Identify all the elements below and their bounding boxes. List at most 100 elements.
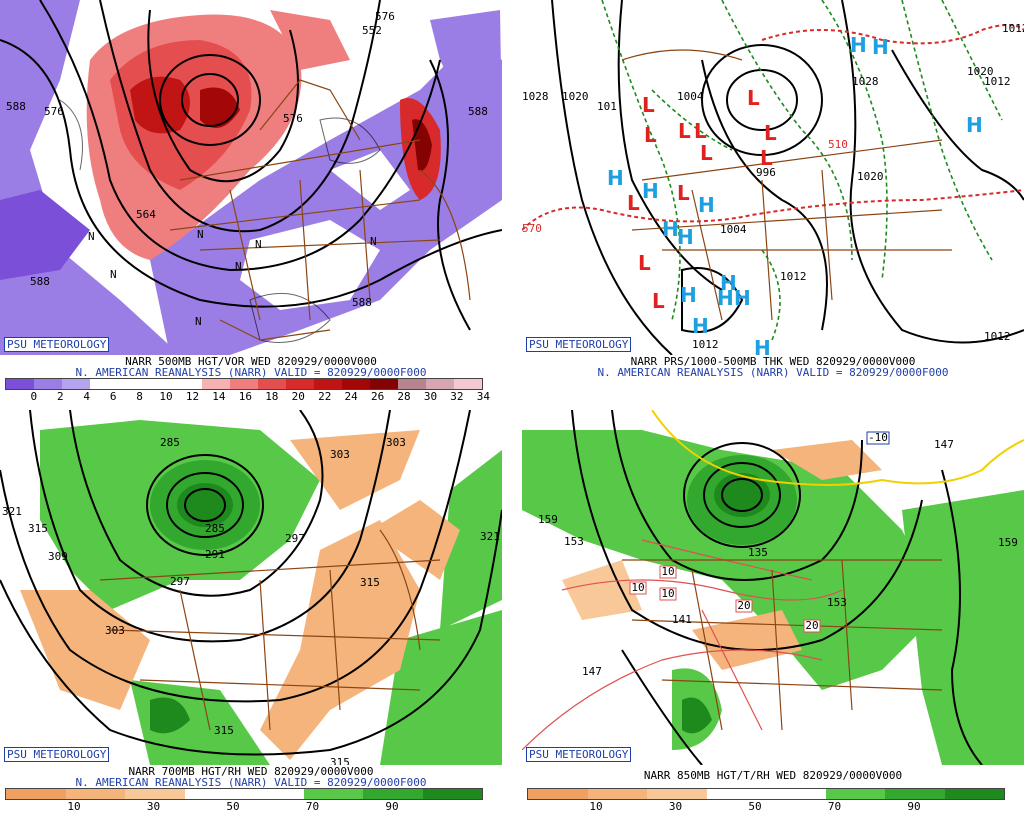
colorbar-tick-label: 50 bbox=[226, 800, 240, 813]
contour-label: 135 bbox=[748, 546, 768, 559]
humidity-dry-region bbox=[290, 430, 420, 510]
colorbar-swatch bbox=[230, 379, 258, 389]
marker-n: N bbox=[255, 238, 262, 251]
contour-label: 315 bbox=[360, 576, 380, 589]
colorbar-swatch bbox=[647, 789, 707, 799]
colorbar-swatch bbox=[398, 379, 426, 389]
colorbar-tick-label: 6 bbox=[109, 390, 117, 403]
low-pressure-marker: L bbox=[638, 251, 651, 275]
temperature-label: 20 bbox=[737, 599, 750, 612]
colorbar-tick-label: 30 bbox=[423, 390, 438, 403]
temperature-label: 10 bbox=[661, 587, 674, 600]
colorbar-tick-label: 22 bbox=[318, 390, 332, 403]
contour-label: 297 bbox=[285, 532, 305, 545]
colorbar-swatch bbox=[944, 789, 1004, 799]
psu-meteorology-badge: PSU METEOROLOGY bbox=[526, 747, 632, 762]
marker-n: N bbox=[88, 230, 95, 243]
contour-label: 291 bbox=[205, 548, 225, 561]
isobar-label: 1012 bbox=[1002, 22, 1024, 35]
isobar-label: 1012 bbox=[984, 330, 1011, 343]
temperature-label: 20 bbox=[805, 619, 818, 632]
isobar-label: 1028 bbox=[522, 90, 549, 103]
colorbar-tick-label: 0 bbox=[30, 390, 38, 403]
colorbar-tick-label: 14 bbox=[212, 390, 226, 403]
contour-label: 564 bbox=[136, 208, 156, 221]
contour-label: 315 bbox=[28, 522, 48, 535]
contour-label: 588 bbox=[468, 105, 488, 118]
contour-label: 303 bbox=[386, 436, 406, 449]
colorbar-tick-label: 70 bbox=[827, 800, 842, 813]
isobar-label: 1012 bbox=[780, 270, 807, 283]
contour-label: 309 bbox=[48, 550, 68, 563]
high-pressure-marker: H bbox=[642, 179, 659, 203]
map-700mb: 285 303 297 321 315 309 285 291 297 303 … bbox=[0, 410, 502, 765]
high-pressure-marker: H bbox=[698, 193, 715, 217]
high-pressure-marker: H bbox=[677, 225, 694, 249]
colorbar-swatch bbox=[766, 789, 826, 799]
colorbar-tick-label: 90 bbox=[907, 800, 921, 813]
colorbar-swatch bbox=[426, 379, 454, 389]
high-pressure-marker: H bbox=[662, 217, 679, 241]
colorbar-swatch bbox=[454, 379, 482, 389]
contour-label: 576 bbox=[283, 112, 303, 125]
contour-label: 153 bbox=[827, 596, 847, 609]
colorbar-swatch bbox=[825, 789, 885, 799]
panel-subtitle: N. AMERICAN REANALYSIS (NARR) VALID = 82… bbox=[75, 776, 427, 789]
contour-label: 303 bbox=[330, 448, 350, 461]
contour-label: 315 bbox=[214, 724, 234, 737]
isobar-label: 1020 bbox=[967, 65, 994, 78]
map-850mb: -10 10 10 10 20 20 159 153 135 141 147 1… bbox=[522, 410, 1024, 765]
colorbar-tick-label: 24 bbox=[344, 390, 358, 403]
panel-title: NARR PRS/1000-500MB THK WED 820929/0000V… bbox=[630, 355, 916, 368]
colorbar-tick-label: 30 bbox=[668, 800, 683, 813]
low-pressure-marker: L bbox=[760, 146, 773, 170]
temperature-label: 10 bbox=[631, 581, 644, 594]
isobar-label: 101 bbox=[597, 100, 617, 113]
colorbar-tick-label: 10 bbox=[589, 800, 603, 813]
low-pressure-marker: L bbox=[644, 123, 657, 147]
colorbar-swatch bbox=[34, 379, 62, 389]
colorbar-swatch bbox=[90, 379, 118, 389]
colorbar-swatch bbox=[118, 379, 146, 389]
panel-subtitle: N. AMERICAN REANALYSIS (NARR) VALID = 82… bbox=[75, 366, 427, 379]
contour-label: 285 bbox=[160, 436, 180, 449]
contour-label: 141 bbox=[672, 613, 692, 626]
colorbar-swatch bbox=[706, 789, 766, 799]
isobar-label: 1012 bbox=[984, 75, 1011, 88]
low-pressure-marker: L bbox=[627, 191, 640, 215]
low-pressure-marker: L bbox=[678, 119, 691, 143]
colorbar-tick-label: 12 bbox=[185, 390, 200, 403]
colorbar-swatch bbox=[422, 789, 482, 799]
contour-label: 576 bbox=[44, 105, 64, 118]
colorbar-swatch bbox=[528, 789, 588, 799]
contour-label: 576 bbox=[375, 10, 395, 23]
colorbar-swatch bbox=[146, 379, 174, 389]
thickness-label: 570 bbox=[522, 222, 542, 235]
colorbar-tick-label: 70 bbox=[305, 800, 320, 813]
colorbar-swatch bbox=[303, 789, 363, 799]
high-pressure-marker: H bbox=[720, 271, 737, 295]
isobar-label: 1004 bbox=[720, 223, 747, 236]
colorbar-swatch bbox=[6, 789, 66, 799]
marker-n: N bbox=[235, 260, 242, 273]
panel-pressure-thickness: L L L L L L L L L L L L H H H H H H H bbox=[522, 0, 1024, 409]
isobar-label: 1012 bbox=[692, 338, 719, 351]
low-pressure-marker: L bbox=[764, 121, 777, 145]
marker-n: N bbox=[197, 228, 204, 241]
panel-title: NARR 700MB HGT/RH WED 820929/0000V000 bbox=[128, 765, 374, 778]
contour-label: 315 bbox=[330, 756, 350, 765]
colorbar-tick-label: 8 bbox=[136, 390, 143, 403]
marker-n: N bbox=[370, 235, 377, 248]
high-pressure-marker: H bbox=[754, 336, 771, 355]
colorbar-tick-label: 32 bbox=[450, 390, 464, 403]
temperature-label: 10 bbox=[661, 565, 674, 578]
contour-label: 153 bbox=[564, 535, 584, 548]
contour-label: 303 bbox=[105, 624, 125, 637]
colorbar-tick-label: 2 bbox=[56, 390, 64, 403]
vorticity-colorbar bbox=[5, 378, 483, 390]
marker-n: N bbox=[110, 268, 117, 281]
map-pressure: L L L L L L L L L L L L H H H H H H H bbox=[522, 0, 1024, 355]
panel-subtitle: N. AMERICAN REANALYSIS (NARR) VALID = 82… bbox=[597, 366, 949, 379]
colorbar-swatch bbox=[258, 379, 286, 389]
colorbar-swatch bbox=[342, 379, 370, 389]
